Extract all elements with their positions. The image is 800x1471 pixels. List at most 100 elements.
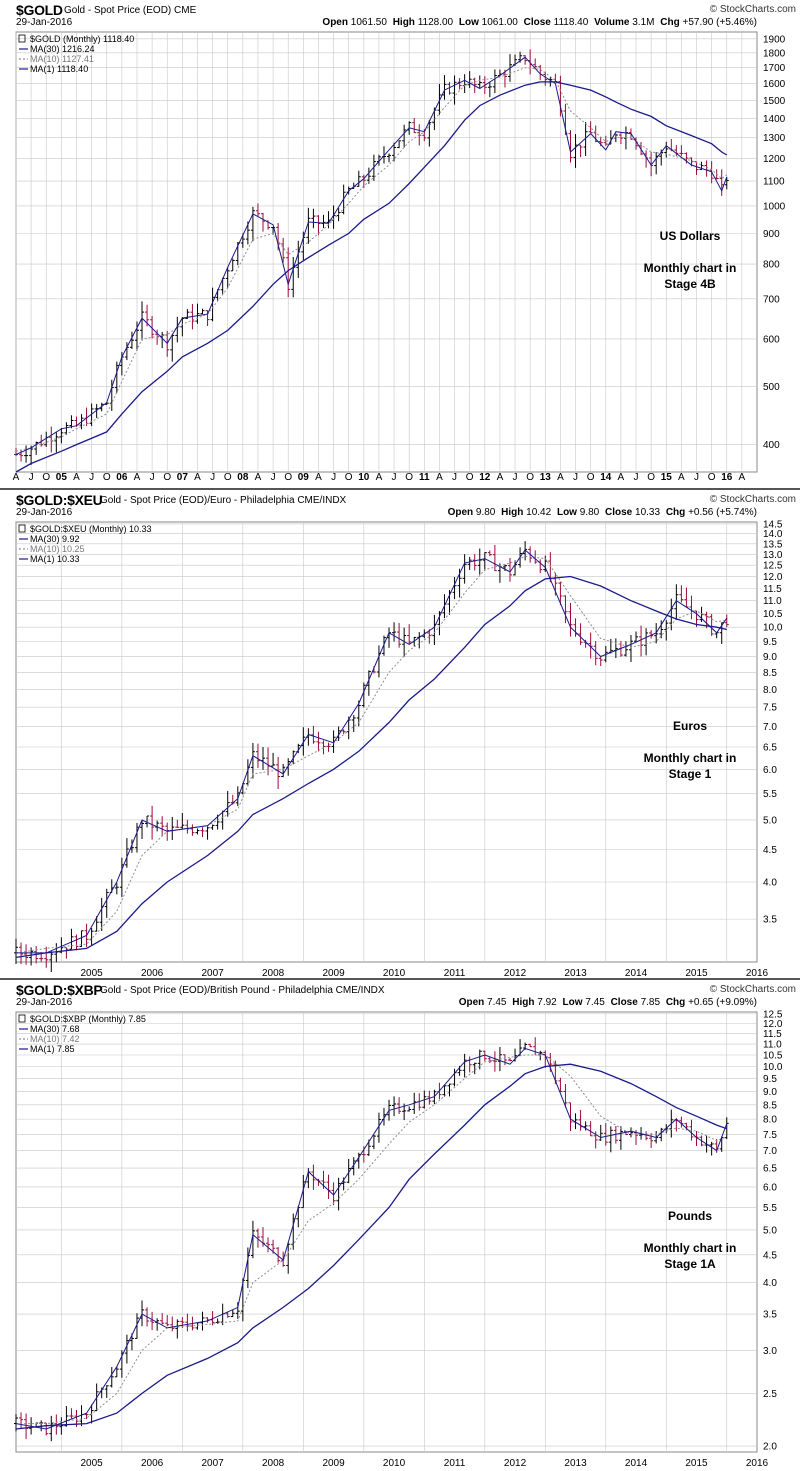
x-tick-label: A (618, 472, 625, 483)
x-tick-label: J (210, 472, 215, 483)
y-tick-label: 5.0 (763, 1225, 777, 1236)
series-line-ma10 (15, 67, 728, 452)
y-tick-label: 12.5 (763, 561, 783, 572)
plot-frame (15, 31, 758, 473)
chart-exchange: CME/INDX (335, 985, 385, 996)
chart-date: 29-Jan-2016 (16, 17, 73, 28)
ohlc-readout: Open 9.80 High 10.42 Low 9.80 Close 10.3… (447, 507, 757, 518)
y-tick-label: 1500 (763, 96, 786, 107)
bar-chart-icon (18, 1014, 26, 1023)
y-tick-label: 12.0 (763, 572, 783, 583)
legend-entry: MA(10) 7.42 (30, 1034, 80, 1044)
stockcharts-watermark: © StockCharts.com (709, 4, 796, 15)
x-tick-label: 2011 (444, 968, 466, 978)
x-tick-label: 2015 (685, 968, 708, 978)
y-tick-label: 900 (763, 229, 780, 240)
x-tick-label: A (255, 472, 262, 483)
x-tick-label: O (42, 472, 50, 483)
legend-entry: MA(10) 1127.41 (30, 54, 94, 64)
y-tick-label: 5.0 (763, 815, 777, 826)
x-tick-label: J (513, 472, 518, 483)
chart-description: Gold - Spot Price (EOD)/Euro - Philadelp… (100, 495, 295, 506)
y-tick-label: 1300 (763, 133, 786, 144)
y-tick-label: 4.5 (763, 845, 777, 856)
legend-entry: MA(30) 9.92 (30, 534, 80, 544)
y-tick-label: 6.0 (763, 1182, 777, 1193)
x-tick-label: 2013 (564, 1458, 587, 1468)
x-tick-label: A (436, 472, 443, 483)
x-tick-label: A (739, 472, 746, 483)
x-tick-label: O (103, 472, 111, 483)
y-tick-label: 800 (763, 260, 780, 271)
x-tick-label: 06 (116, 472, 128, 483)
x-tick-label: A (134, 472, 141, 483)
series-line-ma1 (15, 56, 728, 455)
chart-annotation: Monthly chart in (644, 1241, 737, 1255)
chart-annotation: Stage 4B (664, 277, 716, 291)
y-tick-label: 6.0 (763, 765, 777, 776)
ohlc-readout: Open 7.45 High 7.92 Low 7.45 Close 7.85 … (458, 997, 757, 1008)
series-line-ma1 (16, 549, 728, 954)
chart-exchange: CME/INDX (297, 495, 347, 506)
y-tick-label: 9.5 (763, 1074, 777, 1085)
y-tick-label: 11.0 (763, 596, 782, 607)
plot-frame (15, 1011, 758, 1453)
chart-symbol: $GOLD:$XEU (16, 492, 103, 508)
x-tick-label: J (452, 472, 457, 483)
y-tick-label: 1400 (763, 114, 786, 125)
x-tick-label: J (150, 472, 155, 483)
y-tick-label: 7.5 (763, 1130, 777, 1141)
x-tick-label: 2012 (504, 968, 527, 978)
x-tick-label: 05 (56, 472, 68, 483)
x-tick-label: A (557, 472, 564, 483)
chart-annotation: US Dollars (660, 229, 721, 243)
y-tick-label: 1000 (763, 201, 786, 212)
legend-entry: MA(10) 10.25 (30, 544, 85, 554)
x-tick-label: A (678, 472, 685, 483)
y-tick-label: 12.0 (763, 1019, 783, 1030)
x-tick-label: 11 (419, 472, 430, 483)
y-tick-label: 4.0 (763, 1278, 777, 1289)
y-tick-label: 4.5 (763, 1250, 777, 1261)
y-tick-label: 8.5 (763, 1100, 777, 1111)
y-tick-label: 7.0 (763, 722, 777, 733)
series-line-ma30 (15, 81, 728, 473)
chart-description: Gold - Spot Price (EOD)/British Pound - … (100, 985, 333, 996)
y-tick-label: 3.5 (763, 915, 777, 926)
stockcharts-watermark: © StockCharts.com (709, 984, 796, 995)
y-tick-label: 11.5 (763, 1029, 782, 1040)
y-tick-label: 8.5 (763, 668, 777, 679)
legend-entry: MA(1) 7.85 (30, 1044, 75, 1054)
x-tick-label: O (708, 472, 716, 483)
x-tick-label: O (224, 472, 232, 483)
y-tick-label: 1800 (763, 48, 786, 59)
stockcharts-watermark: © StockCharts.com (709, 494, 796, 505)
x-tick-label: A (315, 472, 322, 483)
y-tick-label: 1200 (763, 154, 786, 165)
x-tick-label: 2008 (262, 1458, 285, 1468)
legend-title: $GOLD (Monthly) 1118.40 (30, 34, 134, 44)
x-tick-label: 12 (479, 472, 491, 483)
x-tick-label: O (163, 472, 171, 483)
x-tick-label: O (345, 472, 353, 483)
legend-entry: MA(30) 7.68 (30, 1024, 80, 1034)
x-tick-label: 2007 (201, 968, 224, 978)
x-tick-label: 2005 (80, 968, 103, 978)
chart-date: 29-Jan-2016 (16, 997, 73, 1008)
series-line-ma30 (15, 575, 727, 959)
y-tick-label: 600 (763, 334, 780, 345)
bar-chart-icon (18, 34, 26, 43)
y-tick-label: 14.0 (763, 529, 783, 540)
y-tick-label: 6.5 (763, 743, 777, 754)
ohlc-readout: Open 1061.50 High 1128.00 Low 1061.00 Cl… (322, 17, 757, 28)
y-tick-label: 9.5 (763, 637, 777, 648)
legend-title: $GOLD:$XBP (Monthly) 7.85 (30, 1014, 146, 1024)
y-tick-label: 5.5 (763, 1203, 777, 1214)
y-tick-label: 10.5 (763, 609, 783, 620)
x-tick-label: 2014 (625, 968, 648, 978)
x-tick-label: 2010 (383, 968, 406, 978)
x-tick-label: 2006 (141, 968, 164, 978)
x-tick-label: O (284, 472, 292, 483)
chart-symbol: $GOLD (16, 2, 63, 18)
chart-symbol: $GOLD:$XBP (16, 982, 103, 998)
